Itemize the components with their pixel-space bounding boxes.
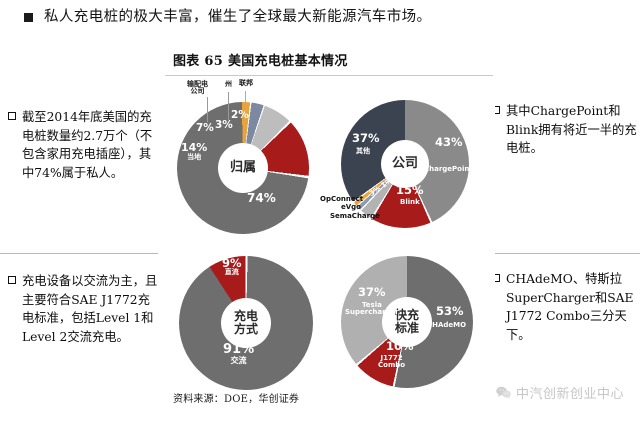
slice-label-chademo: 53% <box>436 304 464 318</box>
slice-name-state: 州 <box>225 80 232 88</box>
slice-name-federal: 联邦 <box>239 79 253 87</box>
chart-company: 公司 43% ChargePoint 15% Blink 37% 其他 <box>320 84 489 245</box>
note-right-2-text: CHAdeMO、特斯拉SuperCharger和SAE J1772 Combo三… <box>506 272 634 343</box>
slice-label-state: 3% <box>215 119 233 131</box>
slice-name-chargepoint: ChargePoint <box>424 165 473 173</box>
panel-title: 图表 65 美国充电桩基本情况 <box>173 54 348 69</box>
note-left-2: 充电设备以交流为主，且主要符合SAE J1772充电标准，包括Level 1和L… <box>8 272 158 347</box>
bullet-square-icon <box>24 13 33 22</box>
pie-fastcharge-center-label-2: 标准 <box>394 321 419 335</box>
chart-ownership: 归属 74% 14% 当地 7% 输配电 公司 3% <box>163 79 329 241</box>
pie-ownership-center-label: 归属 <box>229 160 256 176</box>
slice-label-tesla: 37% <box>358 285 386 299</box>
slice-label-blink: 15% <box>396 183 424 197</box>
slice-label-chargepoint: 43% <box>435 135 463 149</box>
slice-name-combo: J1772 Combo <box>378 354 406 370</box>
pie-fastcharge-center-label-1: 快充 <box>394 308 419 323</box>
divider-left <box>0 253 158 254</box>
note-right-2: CHAdeMO、特斯拉SuperCharger和SAE J1772 Combo三… <box>492 270 638 345</box>
leader-state <box>228 92 229 120</box>
slice-label-dc: 9% 直流 <box>222 256 242 277</box>
pie-charging-mode-center-label-2: 方式 <box>233 322 258 336</box>
chart-panel: 图表 65 美国充电桩基本情况 归属 74% 14% 当地 7% <box>153 46 495 423</box>
slice-label-utility: 7% <box>196 122 214 134</box>
headline-text: 私人充电桩的极大丰富，催生了全球最大新能源汽车市场。 <box>44 9 432 25</box>
chart-charging-mode: 充电 方式 9% 直流 91% 交流 <box>153 230 339 416</box>
headline: 私人充电桩的极大丰富，催生了全球最大新能源汽车市场。 <box>0 8 640 27</box>
leader-utility <box>207 97 208 122</box>
pie-charging-mode-center-label-1: 充电 <box>233 309 258 324</box>
slice-label-ac: 91% 交流 <box>223 342 255 365</box>
slice-name-semacharge: SemaCharge <box>330 212 380 220</box>
watermark-text: 中汽创新创业中心 <box>516 387 625 402</box>
bullet-hollow-square-icon <box>8 112 16 120</box>
slice-name-other: 其他 <box>356 147 370 155</box>
divider-right <box>494 253 640 254</box>
leader-federal <box>245 91 246 113</box>
note-right-1: 其中ChargePoint和Blink拥有将近一半的充电桩。 <box>492 102 638 158</box>
watermark: 中汽创新创业中心 <box>496 383 624 402</box>
note-left-1: 截至2014年底美国的充电桩数量约2.7万个（不包含家用充电插座），其中74%属… <box>8 108 158 183</box>
pie-company-center: 公司 <box>381 140 429 188</box>
note-right-1-text: 其中ChargePoint和Blink拥有将近一半的充电桩。 <box>506 104 637 156</box>
source-note: 资料来源：DOE，华创证券 <box>173 394 300 405</box>
note-left-1-text: 截至2014年底美国的充电桩数量约2.7万个（不包含家用充电插座），其中74%属… <box>22 110 153 181</box>
charts-grid: 归属 74% 14% 当地 7% 输配电 公司 3% <box>153 79 495 416</box>
slice-label-federal: 2% <box>231 109 249 121</box>
slice-label-local: 14% 当地 <box>181 141 208 161</box>
slice-label-private: 74% <box>247 191 276 205</box>
slice-label-other: 37% <box>352 131 380 145</box>
slice-name-chademo: CHAdeMO <box>427 321 467 329</box>
panel-rule <box>165 75 493 76</box>
pie-charging-mode-center: 充电 方式 <box>221 298 271 348</box>
slice-name-utility: 输配电 公司 <box>187 80 208 96</box>
slice-name-evgo: eVgo <box>341 203 361 211</box>
pie-ownership-center: 归属 <box>218 143 268 193</box>
slice-name-blink: Blink <box>400 198 420 206</box>
wechat-icon <box>496 386 511 399</box>
chart-fastcharge-standard: 快充 标准 53% CHAdeMO 37% Tesla Supercharger… <box>323 242 489 403</box>
slice-name-opconnect: OpConnect <box>320 195 364 203</box>
bullet-hollow-square-icon <box>8 276 16 284</box>
slice-name-tesla: Tesla Supercharger <box>345 301 399 317</box>
pie-fastcharge-center: 快充 标准 <box>382 297 432 347</box>
pie-company-center-label: 公司 <box>391 156 418 172</box>
slice-label-combo: 10% <box>386 339 414 353</box>
note-left-2-text: 充电设备以交流为主，且主要符合SAE J1772充电标准，包括Level 1和L… <box>22 274 158 345</box>
